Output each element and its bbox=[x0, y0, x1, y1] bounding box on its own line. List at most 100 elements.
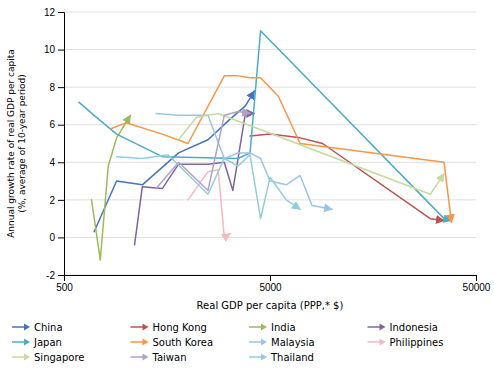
legend-swatch bbox=[131, 326, 145, 328]
legend-arrow bbox=[143, 339, 149, 346]
y-tick-label: 0 bbox=[49, 232, 55, 243]
legend-swatch bbox=[131, 356, 145, 358]
y-tick-label: -2 bbox=[46, 270, 55, 281]
y-tick-mark bbox=[58, 87, 64, 88]
legend-label: South Korea bbox=[153, 337, 214, 348]
legend-label: Thailand bbox=[270, 352, 314, 363]
legend-item: Hong Kong bbox=[131, 322, 207, 333]
legend-label: Japan bbox=[33, 337, 62, 348]
x-tick-mark bbox=[270, 275, 271, 281]
y-axis-line bbox=[58, 13, 65, 276]
legend-swatch bbox=[249, 341, 263, 343]
y-tick: 4 bbox=[49, 157, 64, 168]
legend-label: Indonesia bbox=[390, 322, 438, 333]
legend-label: Hong Kong bbox=[153, 322, 207, 333]
legend-arrow bbox=[380, 339, 386, 346]
series-line bbox=[117, 155, 301, 219]
y-tick-mark bbox=[58, 50, 64, 51]
legend-label: Philippines bbox=[390, 337, 444, 348]
series-line bbox=[92, 115, 131, 260]
legend-item: Singapore bbox=[12, 352, 84, 363]
y-axis: -2 0 2 4 6 8 10 12 bbox=[44, 7, 65, 281]
y-tick-label: 12 bbox=[44, 7, 56, 18]
x-axis-line bbox=[65, 276, 477, 282]
x-tick-label: 5000 bbox=[259, 282, 282, 293]
series-line bbox=[250, 134, 444, 220]
x-tick: 5000 bbox=[259, 275, 282, 293]
legend-arrow bbox=[380, 324, 386, 331]
y-tick: 8 bbox=[49, 82, 64, 93]
grid-line bbox=[64, 49, 476, 50]
legend: China Hong Kong India Indonesia Japan South K… bbox=[12, 322, 443, 363]
y-tick-mark bbox=[58, 200, 64, 201]
y-tick-mark bbox=[58, 12, 64, 13]
legend-item: Philippines bbox=[368, 337, 444, 348]
x-tick: 500 bbox=[56, 275, 73, 293]
x-axis-title: Real GDP per capita (PPP,* $) bbox=[197, 300, 344, 311]
legend-arrow bbox=[143, 324, 149, 331]
legend-arrow bbox=[143, 354, 149, 361]
x-tick-label: 50000 bbox=[463, 282, 491, 293]
legend-label: Malaysia bbox=[271, 337, 315, 348]
legend-label: Taiwan bbox=[152, 352, 187, 363]
x-axis: 500 5000 50000 bbox=[56, 275, 491, 293]
y-tick: 6 bbox=[49, 119, 64, 130]
plot: 500 5000 50000 -2 0 2 4 6 8 10 12 bbox=[44, 7, 491, 293]
y-tick: 0 bbox=[49, 232, 64, 243]
y-tick: -2 bbox=[46, 270, 64, 281]
y-axis-title: Annual growth rate of real GDP per capit… bbox=[6, 49, 27, 238]
series-line bbox=[156, 112, 250, 191]
grid-line bbox=[64, 124, 476, 125]
legend-item: Japan bbox=[12, 337, 62, 348]
legend-label: China bbox=[34, 322, 63, 333]
y-tick: 2 bbox=[49, 195, 64, 206]
legend-arrow bbox=[261, 324, 267, 331]
legend-item: South Korea bbox=[131, 337, 214, 348]
grid-line bbox=[64, 162, 476, 163]
legend-item: India bbox=[249, 322, 296, 333]
y-tick-label: 8 bbox=[49, 82, 55, 93]
series-line bbox=[111, 76, 451, 223]
series-line bbox=[135, 113, 255, 245]
series-line bbox=[179, 113, 444, 194]
y-axis-title-line: (%, average of 10-year period) bbox=[17, 74, 27, 213]
legend-item: Malaysia bbox=[249, 337, 315, 348]
y-tick-label: 4 bbox=[49, 157, 55, 168]
legend-item: Indonesia bbox=[368, 322, 438, 333]
legend-swatch bbox=[131, 341, 145, 343]
legend-arrow bbox=[24, 339, 30, 346]
series-lines bbox=[79, 31, 452, 260]
legend-swatch bbox=[12, 356, 26, 358]
legend-arrow bbox=[261, 354, 267, 361]
x-tick-label: 500 bbox=[56, 282, 73, 293]
y-tick-mark bbox=[58, 275, 64, 276]
legend-swatch bbox=[368, 341, 382, 343]
legend-swatch bbox=[12, 326, 26, 328]
grid bbox=[64, 12, 476, 275]
x-tick-mark bbox=[476, 275, 477, 281]
legend-arrow bbox=[261, 339, 267, 346]
legend-item: China bbox=[12, 322, 63, 333]
y-tick-mark bbox=[58, 125, 64, 126]
legend-label: Singapore bbox=[34, 352, 84, 363]
y-tick-label: 2 bbox=[49, 195, 55, 206]
y-tick-mark bbox=[58, 237, 64, 238]
legend-item: Taiwan bbox=[131, 352, 187, 363]
grid-line bbox=[64, 199, 476, 200]
y-tick-mark bbox=[58, 162, 64, 163]
legend-arrow bbox=[24, 324, 30, 331]
legend-arrow bbox=[24, 354, 30, 361]
legend-swatch bbox=[249, 326, 263, 328]
y-tick-label: 6 bbox=[49, 119, 55, 130]
legend-item: Thailand bbox=[249, 352, 314, 363]
x-tick: 50000 bbox=[463, 275, 491, 293]
legend-swatch bbox=[368, 326, 382, 328]
chart: 500 5000 50000 -2 0 2 4 6 8 10 12 Real GDP per capi… bbox=[0, 0, 494, 375]
y-axis-title-line: Annual growth rate of real GDP per capit… bbox=[6, 49, 16, 238]
legend-label: India bbox=[271, 322, 296, 333]
y-tick: 10 bbox=[44, 44, 64, 55]
grid-line bbox=[64, 237, 476, 238]
legend-swatch bbox=[12, 341, 26, 343]
y-tick: 12 bbox=[44, 7, 64, 18]
y-tick-label: 10 bbox=[44, 44, 56, 55]
